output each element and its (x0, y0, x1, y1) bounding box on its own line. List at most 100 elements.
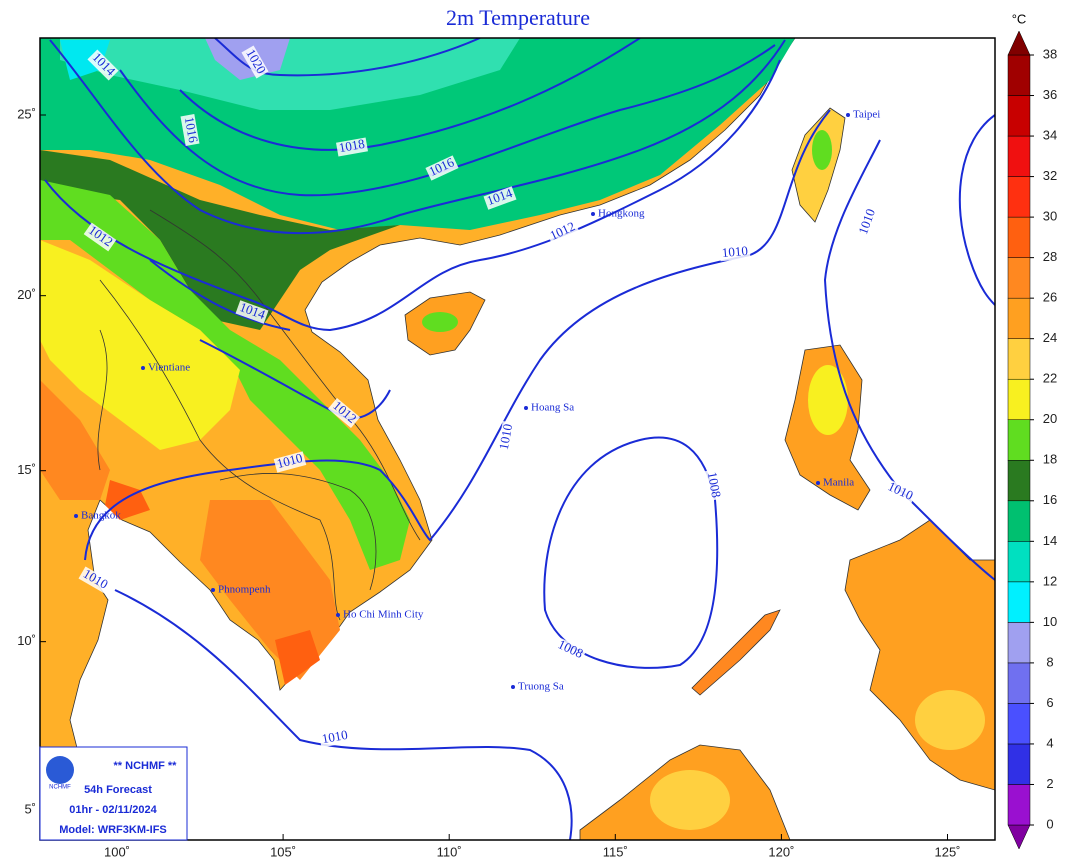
lon-tick-label: 120˚ (768, 844, 794, 859)
place-dot (511, 685, 515, 689)
colorbar-under (1007, 824, 1031, 850)
colorbar-band (1007, 500, 1031, 542)
isobar-label: 1008 (705, 471, 724, 499)
place-dot (336, 613, 340, 617)
lat-tick-label: 10˚ (17, 633, 36, 648)
places: Taipei Hongkong Vientiane Bangkok Phnompenh H… (74, 109, 880, 693)
place-label: Manila (823, 477, 854, 489)
map-frame (39, 37, 996, 841)
lon-tick-label: 105˚ (270, 844, 296, 859)
palawan (691, 609, 781, 696)
isobar-label-group: 1010 (719, 243, 751, 262)
zone-26 (40, 380, 340, 680)
colorbar-tick-label: 8 (1046, 654, 1053, 669)
place-label: Hongkong (598, 208, 645, 220)
colorbar-tick-label: 6 (1046, 695, 1053, 710)
colorbar-tick-label: 30 (1043, 209, 1057, 224)
lon-tick-label: 100˚ (104, 844, 130, 859)
mindanao-center (915, 690, 985, 750)
colorbar-tick-label: 4 (1046, 735, 1053, 750)
colorbar-tick-label: 20 (1043, 411, 1057, 426)
place-label: Taipei (853, 109, 880, 121)
isobar-label: 1010 (496, 423, 515, 451)
info-box: NCHMF ** NCHMF ** 54h Forecast 01hr - 02… (39, 746, 188, 841)
isobar-label-group: 1014 (483, 185, 517, 210)
zone-18 (40, 180, 410, 570)
isobar-label-group: 1010 (496, 421, 517, 453)
place-label: Hoang Sa (531, 402, 574, 414)
borneo-center (650, 770, 730, 830)
axis-ticks: 100˚ 105˚ 110˚ 115˚ 120˚ 125˚ 25˚ 20˚ 15˚ 10˚ 5˚ (17, 106, 960, 859)
isobar-label-bg (241, 45, 269, 79)
isobar-label-bg (497, 421, 517, 453)
isobar-label-bg (719, 244, 751, 262)
isobar-label: 1018 (338, 136, 366, 155)
colorbar-tick-label: 28 (1043, 249, 1057, 264)
isobar-label-bg (703, 469, 723, 501)
zone-16 (40, 150, 400, 330)
colorbar-band (1007, 419, 1031, 461)
colorbar-tick-label: 18 (1043, 452, 1057, 467)
place-dot (211, 588, 215, 592)
place-dot (141, 366, 145, 370)
forecast: 54h Forecast (84, 784, 152, 796)
isobar-label: 1010 (321, 727, 349, 746)
colorbar-tick-label: 22 (1043, 371, 1057, 386)
isobar-label-group: 1010 (883, 478, 917, 505)
colorbar-tick-label: 12 (1043, 573, 1057, 588)
lat-tick-label: 15˚ (17, 462, 36, 477)
isobar-label-bg (328, 397, 360, 429)
colorbar-tick-label: 14 (1043, 533, 1057, 548)
isobar-label-group: 1010 (855, 205, 880, 239)
colorbar-band (1007, 54, 1031, 96)
org: ** NCHMF ** (114, 760, 178, 772)
colorbar-band (1007, 460, 1031, 502)
taiwan-center (812, 130, 832, 170)
hainan-center (422, 312, 458, 332)
colorbar-band (1007, 95, 1031, 137)
place-dot (74, 514, 78, 518)
isobar-label-group: 1018 (336, 136, 368, 157)
forecast-time: 01hr - 02/11/2024 (69, 804, 157, 816)
isobar-label-group: 1008 (703, 469, 724, 501)
colorbar-band (1007, 703, 1031, 745)
colorbar-tick-label: 24 (1043, 330, 1057, 345)
isobar-label-bg (78, 566, 112, 594)
isobar-label-bg (273, 451, 307, 473)
place-label: Phnompenh (218, 584, 271, 596)
isobar-label-bg (87, 49, 119, 81)
place-dot (846, 113, 850, 117)
isobar-label-bg (546, 219, 580, 245)
isobar-label-bg (883, 479, 917, 505)
borders (97, 209, 421, 621)
colorbar-unit: °C (1012, 11, 1027, 26)
place-label: Bangkok (81, 510, 121, 522)
place-dot (524, 406, 528, 410)
colorbar-tick-label: 2 (1046, 776, 1053, 791)
lat-tick-label: 25˚ (17, 106, 36, 121)
zone-20 (40, 240, 240, 450)
lat-tick-label: 20˚ (17, 287, 36, 302)
colorbar-band (1007, 257, 1031, 299)
colorbar-band (1007, 176, 1031, 218)
isobar-label-bg (425, 155, 459, 181)
colorbar-band (1007, 743, 1031, 785)
lon-tick-label: 115˚ (603, 844, 628, 859)
isobar-label-bg (483, 186, 517, 210)
colorbar-over (1007, 30, 1031, 56)
logo (46, 756, 74, 784)
isobar-label: 1010 (721, 243, 748, 260)
colorbar-band (1007, 662, 1031, 704)
colorbar-tick-label: 10 (1043, 614, 1057, 629)
isobar-label-bg (319, 728, 351, 748)
logo-text: NCHMF (49, 785, 71, 791)
isobar-label-group: 1010 (319, 727, 351, 748)
place-label: Truong Sa (518, 681, 564, 693)
isobar-label-bg (83, 222, 117, 252)
colorbar-tick-label: 0 (1046, 816, 1053, 831)
zone-28 (105, 480, 320, 685)
isobar-label-bg (180, 114, 200, 146)
colorbar-band (1007, 541, 1031, 583)
place-label: Vientiane (148, 362, 190, 374)
